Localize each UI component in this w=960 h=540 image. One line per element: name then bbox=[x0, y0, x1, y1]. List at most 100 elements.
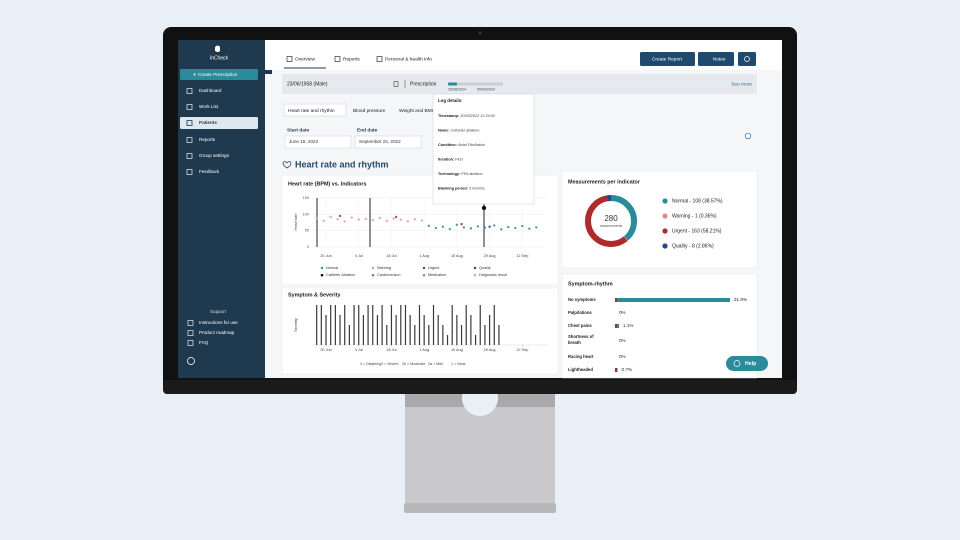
point bbox=[329, 215, 332, 219]
bar bbox=[474, 335, 477, 345]
label[interactable]: Feedback bbox=[199, 169, 220, 174]
label[interactable]: Work List bbox=[199, 104, 219, 109]
label: Atrial Fibrillation bbox=[458, 143, 485, 147]
value-label: 31.8% bbox=[734, 297, 747, 302]
severity-legend: 2a = Mild bbox=[428, 362, 443, 366]
x-tick-label: 4 Jul bbox=[355, 254, 363, 258]
selected-event bbox=[481, 205, 487, 211]
bar bbox=[488, 315, 491, 345]
bar bbox=[460, 325, 463, 345]
point bbox=[364, 217, 367, 221]
rhythm-card bbox=[561, 273, 758, 379]
support-icon bbox=[187, 330, 194, 336]
label: measurements bbox=[600, 224, 623, 228]
help-button[interactable] bbox=[726, 356, 768, 371]
label[interactable]: Group settings bbox=[199, 153, 230, 158]
label: InCheck bbox=[210, 55, 229, 61]
point bbox=[460, 222, 463, 226]
x-tick-label: 1 Aug bbox=[419, 254, 429, 258]
date-input[interactable] bbox=[284, 135, 352, 149]
nav-icon bbox=[186, 88, 193, 94]
point bbox=[336, 218, 339, 221]
bar bbox=[493, 305, 495, 345]
x-tick-label: 15 Aug bbox=[451, 348, 463, 352]
label[interactable]: FAQ bbox=[199, 340, 209, 345]
point bbox=[392, 217, 395, 220]
label: Iteration: bbox=[438, 158, 454, 162]
value-label: 1.1% bbox=[623, 323, 633, 328]
label[interactable]: See more bbox=[731, 81, 752, 87]
value-label: 0% bbox=[619, 310, 626, 315]
label[interactable]: Dashboard bbox=[199, 88, 222, 93]
date-input[interactable] bbox=[354, 135, 422, 149]
label: Condition: bbox=[438, 143, 457, 147]
legend-label: Normal bbox=[326, 266, 338, 270]
label: 3 months bbox=[469, 187, 485, 191]
label: Name: bbox=[438, 129, 450, 133]
label: Symptom & Severity bbox=[288, 292, 340, 298]
subtab[interactable] bbox=[395, 104, 445, 116]
label: Create Report bbox=[652, 56, 683, 62]
point bbox=[413, 218, 417, 221]
bar bbox=[409, 315, 411, 345]
notes-btn[interactable] bbox=[698, 52, 734, 66]
point bbox=[406, 219, 410, 223]
legend-swatch bbox=[662, 228, 668, 234]
point bbox=[488, 225, 491, 228]
label[interactable]: Reports bbox=[199, 137, 216, 142]
category-label: Palpitations bbox=[568, 310, 592, 315]
y-tick-label: 150 bbox=[303, 196, 309, 200]
subtab[interactable] bbox=[349, 104, 392, 116]
bar bbox=[330, 305, 332, 345]
legend-label: Medication bbox=[428, 273, 446, 277]
bell-btn[interactable] bbox=[738, 52, 756, 66]
x-tick-label: 18 Jul bbox=[386, 348, 396, 352]
point bbox=[427, 224, 431, 227]
bar bbox=[358, 305, 360, 345]
label[interactable]: Product roadmap bbox=[199, 330, 235, 335]
bar bbox=[404, 305, 407, 345]
legend-swatch bbox=[422, 266, 426, 270]
subtab[interactable] bbox=[283, 103, 347, 117]
point bbox=[385, 219, 388, 223]
point bbox=[434, 226, 438, 230]
value-label: 0.7% bbox=[622, 367, 632, 372]
label: Log details: bbox=[438, 98, 463, 103]
donut-segment bbox=[585, 195, 637, 247]
point bbox=[528, 227, 531, 230]
label[interactable]: Reports bbox=[343, 56, 360, 62]
x-tick-label: 20 Jun bbox=[320, 254, 331, 258]
tab-icon bbox=[286, 56, 293, 62]
label: 20/09/2022 12:20:00 bbox=[460, 114, 495, 118]
bar bbox=[353, 305, 355, 345]
bar bbox=[386, 325, 388, 345]
bar-cap bbox=[615, 324, 617, 328]
bar bbox=[362, 315, 365, 345]
nav-active bbox=[180, 117, 258, 129]
bar-cap bbox=[615, 368, 617, 372]
bar bbox=[372, 305, 374, 345]
point bbox=[378, 216, 381, 220]
point bbox=[357, 218, 360, 221]
legend-swatch bbox=[371, 274, 375, 277]
nav-icon bbox=[186, 104, 193, 110]
bar bbox=[376, 315, 379, 345]
bar bbox=[432, 305, 435, 345]
point bbox=[469, 227, 473, 230]
label: Blood pressure bbox=[353, 108, 386, 114]
label[interactable]: Patients bbox=[199, 120, 217, 125]
point bbox=[507, 225, 510, 229]
label[interactable]: Overview bbox=[295, 56, 316, 62]
bar bbox=[400, 305, 402, 345]
bar-cap bbox=[615, 298, 617, 302]
bar bbox=[615, 298, 730, 302]
x-tick-label: 12 Sep bbox=[516, 254, 528, 258]
label[interactable]: Personal & health info bbox=[385, 56, 432, 62]
point bbox=[322, 219, 325, 223]
create-report-btn[interactable] bbox=[640, 52, 695, 66]
bar bbox=[456, 315, 458, 345]
create-button[interactable] bbox=[180, 69, 258, 80]
x-tick-label: 15 Aug bbox=[451, 254, 463, 258]
point bbox=[371, 219, 374, 222]
label[interactable]: Instructions for use bbox=[199, 320, 238, 325]
